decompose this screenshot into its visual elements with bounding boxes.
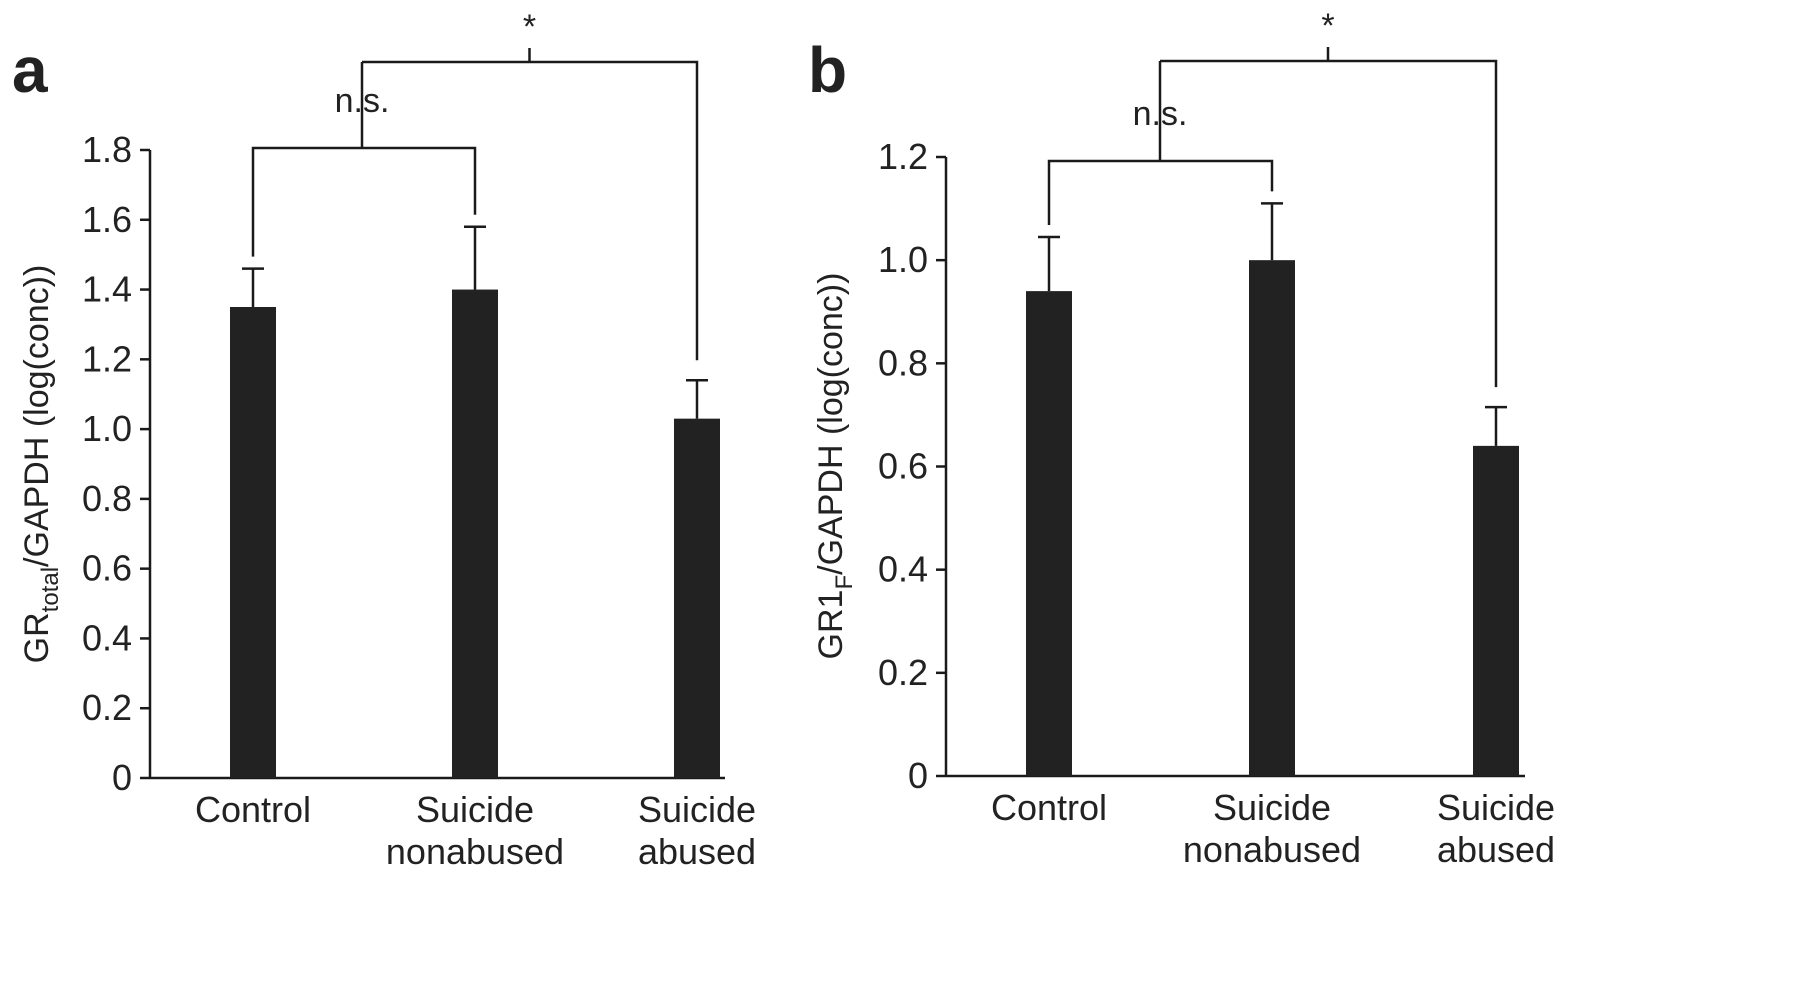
y-tick-label: 0.6: [878, 446, 928, 487]
panel-letter: a: [12, 34, 48, 106]
category-label: abused: [638, 831, 756, 872]
ns-bracket: [251, 146, 477, 257]
star-bracket: [362, 60, 699, 361]
y-tick-label: 1.2: [878, 136, 928, 177]
y-tick-label: 1.8: [82, 129, 132, 170]
category-label: nonabused: [1183, 829, 1361, 870]
y-axis-title-sub: total: [37, 567, 64, 612]
panel-b: b 0 0.2 0.4 0.6 0.8 1.0 1.2 GR1F/GAPDH (log(conc…: [808, 7, 1555, 870]
star-label: *: [523, 8, 536, 46]
y-axis-title: GR1F/GAPDH (log(conc)): [812, 273, 858, 660]
bar: [1249, 260, 1295, 777]
category-label: Suicide: [638, 789, 756, 830]
y-tick-label: 0: [112, 757, 132, 798]
category-label: nonabused: [386, 831, 564, 872]
y-tick-label: 0.6: [82, 548, 132, 589]
ns-bracket: [1047, 159, 1274, 225]
y-tick-label: 1.4: [82, 269, 132, 310]
y-tick-label: 1.0: [82, 408, 132, 449]
y-axis-title: GRtotal/GAPDH (log(conc)): [18, 265, 64, 664]
bar: [230, 307, 276, 778]
bar: [674, 418, 720, 778]
bar: [1026, 291, 1072, 776]
y-tick-label: 0.8: [878, 342, 928, 383]
y-tick-label: 1.2: [82, 338, 132, 379]
y-tick-label: 0.4: [82, 617, 132, 658]
y-tick-label: 0.2: [878, 652, 928, 693]
category-label: Suicide: [1437, 787, 1555, 828]
bar: [1473, 445, 1519, 776]
category-label: Suicide: [1213, 787, 1331, 828]
y-tick-label: 1.6: [82, 199, 132, 240]
ns-label: n.s.: [1133, 95, 1188, 133]
panel-a: a 0 0.2 0.4 0.6 0.8 1.0 1.2 1.4 1.6 1.8 GRtotal/GAP…: [12, 8, 756, 872]
y-axis-title-rest: /GAPDH (log(conc)): [812, 273, 850, 575]
y-tick-label: 0.4: [878, 549, 928, 590]
y-tick-label: 1.0: [878, 239, 928, 280]
category-label: Control: [991, 787, 1107, 828]
y-tick-label: 0.2: [82, 687, 132, 728]
star-label: *: [1321, 7, 1334, 45]
category-label: abused: [1437, 829, 1555, 870]
y-axis-title-main: GR: [18, 612, 56, 663]
ns-label: n.s.: [335, 82, 390, 120]
y-axis-title-rest: /GAPDH (log(conc)): [18, 265, 56, 567]
y-axis-title-main: GR1: [812, 590, 850, 660]
y-tick-label: 0.8: [82, 478, 132, 519]
bar: [452, 289, 498, 778]
category-label: Control: [195, 789, 311, 830]
y-axis-title-sub: F: [831, 575, 858, 590]
y-tick-label: 0: [908, 755, 928, 796]
category-label: Suicide: [416, 789, 534, 830]
star-bracket: [1160, 59, 1498, 388]
panel-letter: b: [808, 34, 847, 106]
